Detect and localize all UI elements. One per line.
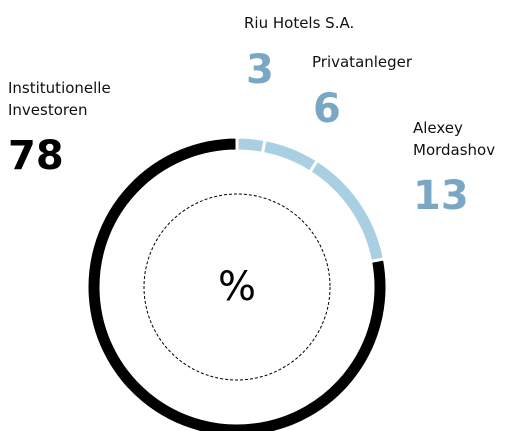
donut-segment bbox=[235, 135, 267, 156]
donut-segment bbox=[85, 135, 389, 431]
inner-dashed-circle bbox=[143, 193, 331, 381]
segment-label: Alexey Mordashov bbox=[413, 119, 496, 159]
segment-value: 3 bbox=[246, 47, 274, 93]
segment-value: 13 bbox=[413, 173, 469, 219]
donut-segment bbox=[260, 137, 320, 175]
segment-value: 78 bbox=[8, 133, 64, 179]
segment-label: Riu Hotels S.A. bbox=[244, 14, 355, 32]
segment-label: Institutionelle Investoren bbox=[8, 79, 111, 119]
segment-value: 6 bbox=[313, 86, 341, 132]
center-label: % bbox=[218, 264, 256, 310]
segment-label: Privatanleger bbox=[312, 53, 413, 71]
